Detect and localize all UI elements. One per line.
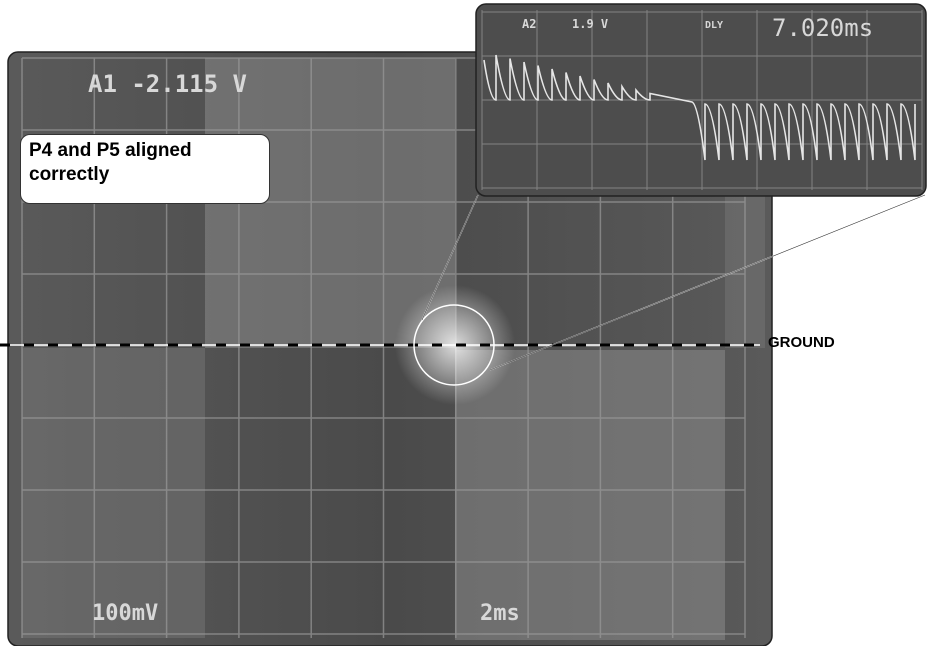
time-per-div: 2ms [480,601,520,626]
signal-low [22,348,205,638]
inset-waveform [483,54,916,161]
signal-low [455,350,725,640]
inset-channel: A2 [522,17,536,31]
channel-readout: A1 -2.115 V [88,70,247,98]
zoom-circle [413,304,495,386]
volts-per-div: 100mV [92,601,158,626]
annotation: P4 and P5 aligned correctly [20,134,270,204]
zoom-line [421,194,479,321]
inset-delay-label: DLY [705,20,723,31]
inset-delay: 7.020ms [772,14,873,42]
inset-voltage: 1.9 V [572,17,608,31]
zoom-line [489,194,926,371]
ground-label: GROUND [768,334,835,351]
